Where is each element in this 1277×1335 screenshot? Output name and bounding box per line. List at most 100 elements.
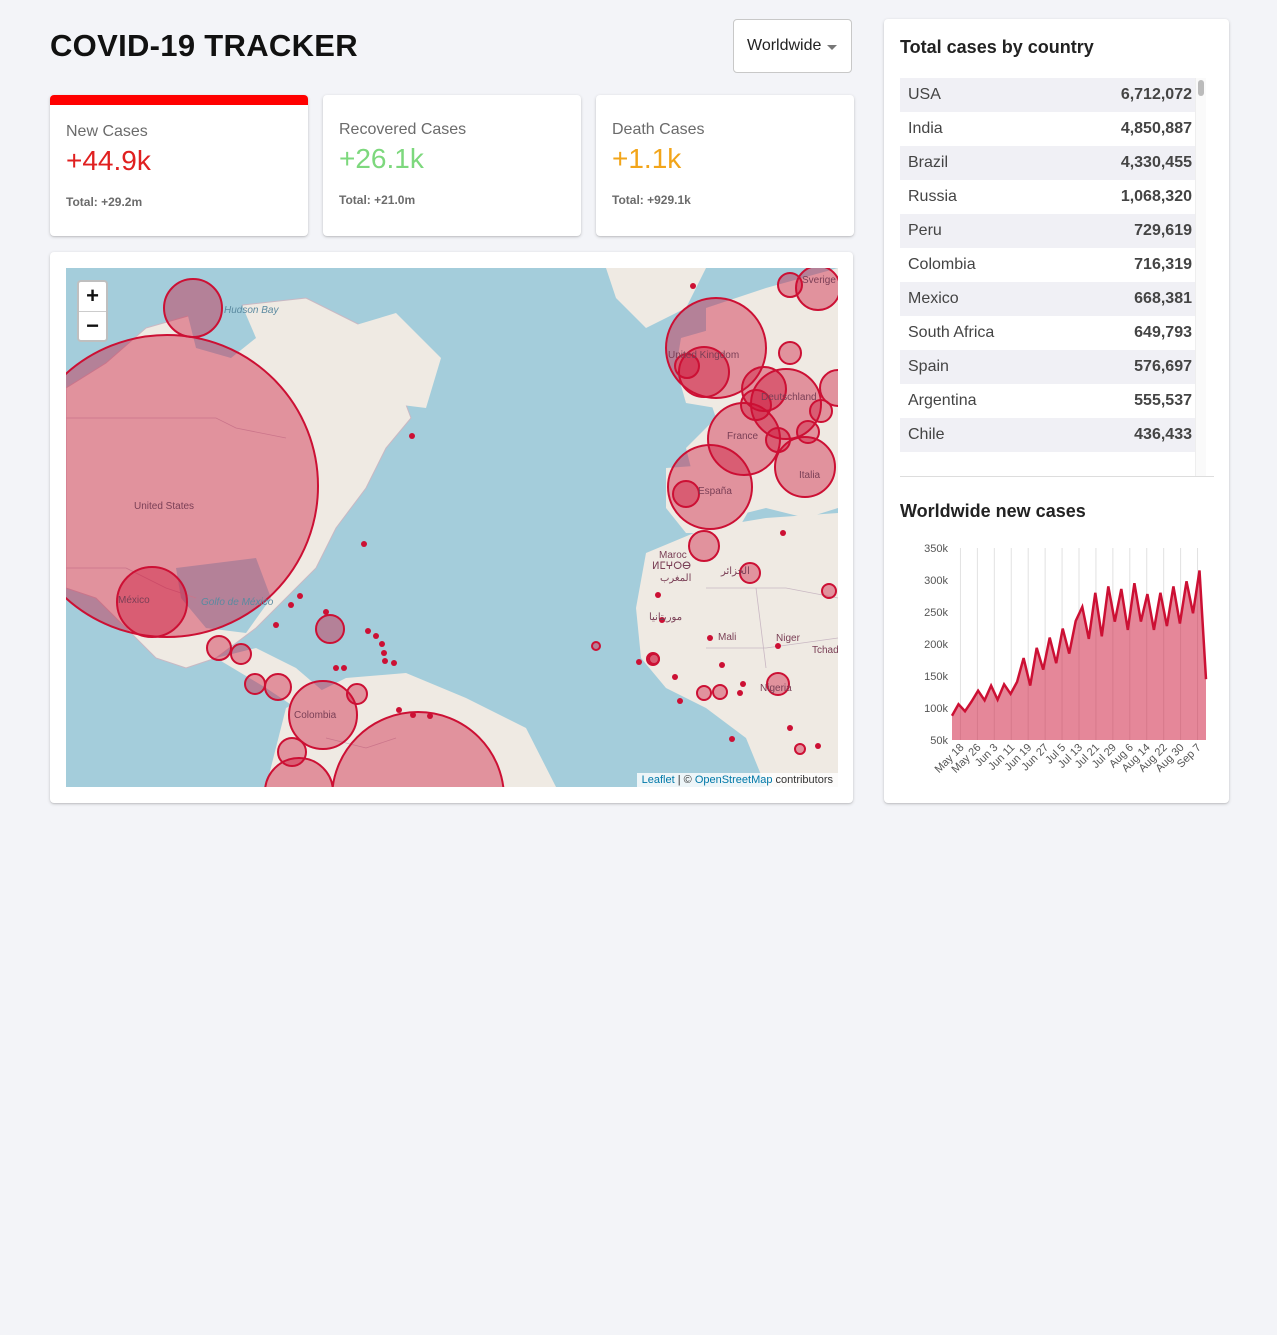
case-circle xyxy=(206,635,232,661)
country-table: USA 6,712,072 India 4,850,887 Brazil 4,330,45… xyxy=(900,78,1200,452)
case-circle xyxy=(778,341,802,365)
infobox-new-cases[interactable]: New Cases +44.9k Total: +29.2m xyxy=(50,95,308,236)
infobox-recovered[interactable]: Recovered Cases +26.1k Total: +21.0m xyxy=(323,95,581,236)
case-circle xyxy=(739,562,761,584)
country-cases: 668,381 xyxy=(1061,282,1200,316)
case-dot xyxy=(780,530,786,536)
case-dot xyxy=(427,713,433,719)
map-label: موريتانيا xyxy=(649,612,682,623)
sidebar-card: Total cases by country USA 6,712,072 India… xyxy=(884,19,1229,803)
y-tick-label: 150k xyxy=(924,671,948,683)
case-circle xyxy=(809,399,833,423)
case-dot xyxy=(815,743,821,749)
case-circles[interactable] xyxy=(66,268,838,787)
country-name: Peru xyxy=(900,214,1062,248)
infobox-label: New Cases xyxy=(66,123,148,140)
table-row: Brazil 4,330,455 xyxy=(900,146,1200,180)
infobox-label: Death Cases xyxy=(612,121,705,138)
case-circle xyxy=(796,420,820,444)
table-row: South Africa 649,793 xyxy=(900,316,1200,350)
map-attribution: Leaflet | © OpenStreetMap contributors xyxy=(636,773,838,787)
country-name: USA xyxy=(900,78,1062,112)
case-dot xyxy=(373,633,379,639)
table-row: India 4,850,887 xyxy=(900,112,1200,146)
case-circle xyxy=(591,641,601,651)
infobox-deaths[interactable]: Death Cases +1.1k Total: +929.1k xyxy=(596,95,854,236)
case-circle xyxy=(696,685,712,701)
case-dot xyxy=(333,665,339,671)
case-circle xyxy=(712,684,728,700)
country-cases: 716,319 xyxy=(1134,256,1192,273)
case-circle xyxy=(819,369,838,407)
chart-area xyxy=(952,570,1206,740)
case-dot xyxy=(288,602,294,608)
country-name: Argentina xyxy=(908,392,977,409)
water-hudson-bay xyxy=(186,303,256,358)
y-tick-label: 300k xyxy=(924,575,948,587)
country-cases: 6,712,072 xyxy=(1061,78,1200,112)
case-circle xyxy=(288,680,358,750)
map-label: Nigeria xyxy=(760,683,792,694)
case-circle xyxy=(765,427,791,453)
border-line xyxy=(706,587,838,599)
zoom-in-button[interactable]: + xyxy=(79,282,106,312)
scrollbar-track[interactable] xyxy=(1195,78,1206,476)
attribution-separator: | © xyxy=(674,774,695,786)
osm-link[interactable]: OpenStreetMap xyxy=(694,774,773,786)
case-dot xyxy=(659,617,665,623)
border-line xyxy=(755,587,767,669)
map-label: United Kingdom xyxy=(668,350,739,361)
chart-line xyxy=(950,570,1208,717)
map-labels: United States Hudson Bay México Golfo de… xyxy=(118,275,838,721)
case-dot xyxy=(365,628,371,634)
infobox-value: +26.1k xyxy=(339,143,424,174)
case-dot xyxy=(655,592,661,598)
map-label: Mali xyxy=(718,632,736,643)
map-label: México xyxy=(118,595,150,606)
country-table-container[interactable]: USA 6,712,072 India 4,850,887 Brazil 4,330,45… xyxy=(900,78,1214,477)
case-dots[interactable] xyxy=(273,283,821,749)
country-cases: 436,433 xyxy=(1061,418,1200,452)
case-circle xyxy=(230,643,252,665)
table-row: Argentina 555,537 xyxy=(900,384,1200,418)
land-labrador xyxy=(346,313,441,408)
country-name: Spain xyxy=(900,350,1062,384)
case-dot xyxy=(410,712,416,718)
case-circle xyxy=(774,436,836,498)
case-circle xyxy=(678,346,730,398)
chart-title: Worldwide new cases xyxy=(900,501,1086,521)
scrollbar-thumb[interactable] xyxy=(1198,80,1204,96)
case-circle xyxy=(766,672,790,696)
country-name: South Africa xyxy=(908,324,995,341)
case-circle xyxy=(665,297,767,399)
leaflet-link[interactable]: Leaflet xyxy=(641,774,675,786)
country-name: India xyxy=(908,120,943,137)
case-dot xyxy=(381,650,387,656)
case-dot xyxy=(382,658,388,664)
map-label: المغرب xyxy=(660,573,691,584)
case-dot xyxy=(677,698,683,704)
case-dot xyxy=(341,665,347,671)
country-cases: 4,850,887 xyxy=(1120,120,1192,137)
country-select[interactable]: Worldwide xyxy=(733,19,852,73)
country-cases: 4,330,455 xyxy=(1061,146,1200,180)
case-dot xyxy=(379,641,385,647)
world-map[interactable]: United States Hudson Bay México Golfo de… xyxy=(66,268,838,787)
case-circle xyxy=(346,683,368,705)
land-europe xyxy=(686,268,838,518)
zoom-out-button[interactable]: − xyxy=(86,313,99,338)
country-cases: 576,697 xyxy=(1061,350,1200,384)
y-tick-label: 200k xyxy=(924,639,948,651)
table-row: Russia 1,068,320 xyxy=(900,180,1200,214)
land-uk xyxy=(676,328,731,408)
infobox-total: Total: +29.2m xyxy=(66,195,143,209)
line-chart: May 18 May 26 Jun 3 Jun 11 Jun 19 Jun 27 Jul 5… xyxy=(900,532,1213,787)
infobox-value: +1.1k xyxy=(612,143,682,174)
case-circle xyxy=(264,757,334,787)
y-tick-label: 100k xyxy=(924,703,948,715)
map-label: Italia xyxy=(799,470,821,481)
map-svg[interactable]: United States Hudson Bay México Golfo de… xyxy=(66,268,838,787)
y-tick-label: 250k xyxy=(924,607,948,619)
border-line xyxy=(706,637,838,649)
land-africa xyxy=(636,513,838,787)
